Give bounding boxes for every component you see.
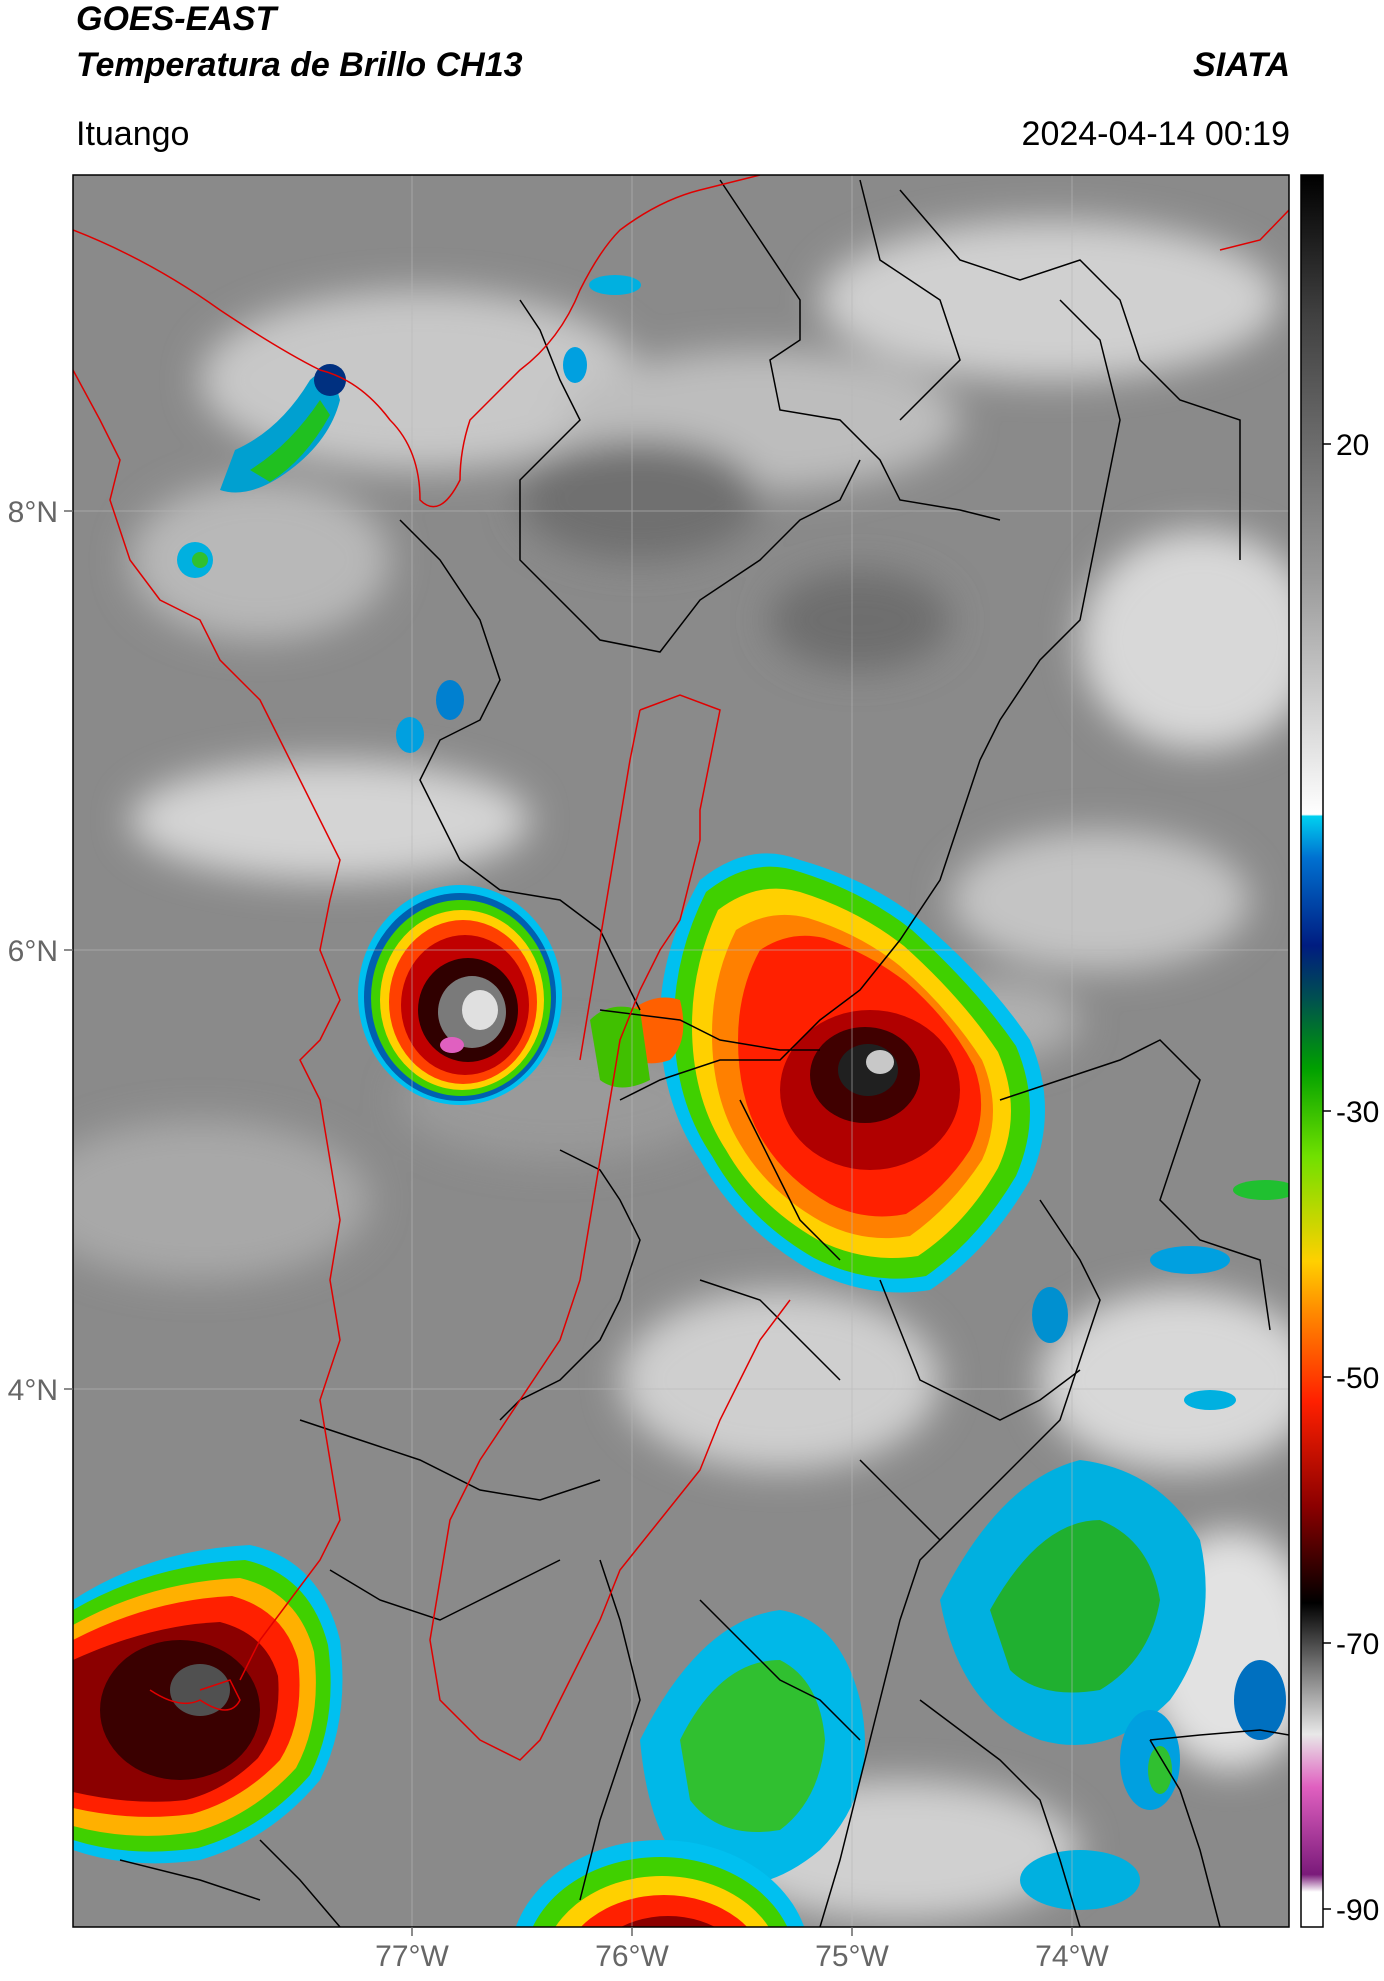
organization-label: SIATA [1193, 46, 1290, 84]
lat-tick-label: 8°N [8, 496, 58, 529]
lat-tick-label: 6°N [8, 935, 58, 968]
lat-tick-label: 4°N [8, 1374, 58, 1407]
colorbar-tick-label: -70 [1336, 1628, 1379, 1661]
southern-convective-band [640, 1460, 1286, 1910]
datetime-label: 2024-04-14 00:19 [1021, 115, 1290, 153]
storm-cell-west [358, 885, 562, 1105]
location-label: Ituango [76, 115, 190, 153]
department-boundaries [73, 175, 1289, 1761]
minor-convective-cells [177, 275, 1289, 1410]
temperature-colorbar: 20 -30 -50 -70 -90 [1300, 174, 1379, 1928]
colorbar-tick-label: -30 [1336, 1096, 1379, 1129]
satellite-title: GOES-EAST [76, 0, 277, 38]
municipal-boundaries [119, 179, 1289, 1927]
map-frame [72, 174, 1290, 1928]
longitude-axis: 77°W 76°W 75°W 74°W [375, 1927, 1110, 1973]
product-title: Temperatura de Brillo CH13 [76, 46, 523, 84]
graticule [73, 175, 1289, 1927]
lon-tick-label: 75°W [815, 1940, 889, 1973]
colorbar-tick-label: -90 [1336, 1894, 1379, 1927]
map-panel [73, 175, 1289, 1927]
lon-tick-label: 74°W [1035, 1940, 1109, 1973]
lon-tick-label: 76°W [595, 1940, 669, 1973]
latitude-axis: 8°N 6°N 4°N [8, 496, 73, 1407]
colorbar-scale [1300, 174, 1324, 1928]
colorbar-tick-label: 20 [1336, 429, 1369, 462]
lon-tick-label: 77°W [375, 1940, 449, 1973]
colorbar-tick-label: -50 [1336, 1362, 1379, 1395]
storm-cell-south [515, 1840, 805, 1927]
